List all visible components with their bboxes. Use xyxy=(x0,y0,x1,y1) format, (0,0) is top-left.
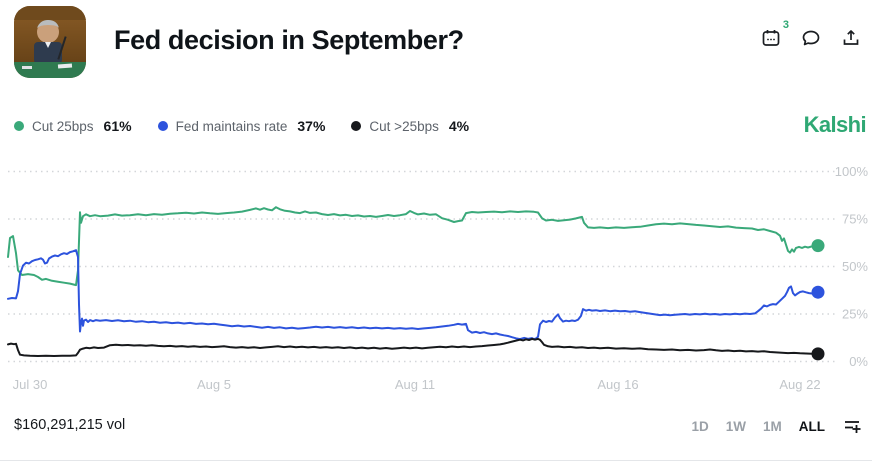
price-chart[interactable]: 100% 75% 50% 25% 0% Jul 30 Aug 5 Aug 11 Aug 16 Au… xyxy=(0,150,872,400)
chart-legend: Cut 25bps 61% Fed maintains rate 37% Cut… xyxy=(14,118,469,134)
legend-value: 37% xyxy=(297,118,326,134)
legend-label: Fed maintains rate xyxy=(175,118,288,134)
x-axis-label-4: Aug 22 xyxy=(779,377,820,392)
calendar-badge: 3 xyxy=(782,19,789,31)
kalshi-logo: Kalshi xyxy=(803,112,867,137)
y-axis-label-0: 0% xyxy=(849,354,868,369)
legend-item-fed-maintains-rate[interactable]: Fed maintains rate 37% xyxy=(157,118,326,134)
legend-value: 4% xyxy=(448,118,470,134)
compare-markets-icon[interactable] xyxy=(842,416,862,436)
share-icon xyxy=(843,30,859,45)
market-avatar xyxy=(14,6,86,78)
range-button-1d[interactable]: 1D xyxy=(691,418,709,434)
x-axis-label-2: Aug 11 xyxy=(395,377,435,392)
range-button-1m[interactable]: 1M xyxy=(762,418,782,434)
x-axis-label-3: Aug 16 xyxy=(597,377,638,392)
calendar-button[interactable]: 3 xyxy=(760,19,789,49)
legend-dot-green xyxy=(14,121,24,131)
y-axis-label-100: 100% xyxy=(835,164,869,179)
series-endpoint-cut-25bps xyxy=(811,239,825,253)
time-range-selector: 1D 1W 1M ALL xyxy=(691,416,862,436)
legend-label: Cut >25bps xyxy=(369,118,439,134)
powell-photo xyxy=(14,6,86,78)
legend-value: 61% xyxy=(103,118,132,134)
x-axis-label-0: Jul 30 xyxy=(13,377,48,392)
y-axis-label-75: 75% xyxy=(842,212,868,227)
range-button-1w[interactable]: 1W xyxy=(725,418,746,434)
share-button[interactable] xyxy=(840,27,862,49)
legend-item-cut-25bps[interactable]: Cut 25bps 61% xyxy=(14,118,132,134)
volume-text: $160,291,215 vol xyxy=(14,417,126,433)
range-button-all[interactable]: ALL xyxy=(798,418,825,434)
comment-icon xyxy=(802,30,820,46)
legend-dot-black xyxy=(351,121,362,131)
series-line-cut-more-25bps xyxy=(7,337,819,357)
x-axis-label-1: Aug 5 xyxy=(197,377,231,392)
legend-dot-blue xyxy=(157,121,168,131)
bottom-divider xyxy=(0,460,872,461)
page-title: Fed decision in September? xyxy=(114,25,464,55)
series-endpoint-fed-maintains-rate xyxy=(811,285,825,299)
legend-item-cut-more-25bps[interactable]: Cut >25bps 4% xyxy=(351,118,469,134)
calendar-icon xyxy=(762,30,780,46)
series-line-cut-25bps xyxy=(7,206,819,287)
legend-label: Cut 25bps xyxy=(32,118,94,134)
series-line-fed-maintains-rate xyxy=(7,249,819,341)
series-endpoint-cut-more-25bps xyxy=(811,347,825,361)
y-axis-label-50: 50% xyxy=(842,259,868,274)
comment-button[interactable] xyxy=(800,27,822,49)
y-axis-label-25: 25% xyxy=(842,307,868,322)
